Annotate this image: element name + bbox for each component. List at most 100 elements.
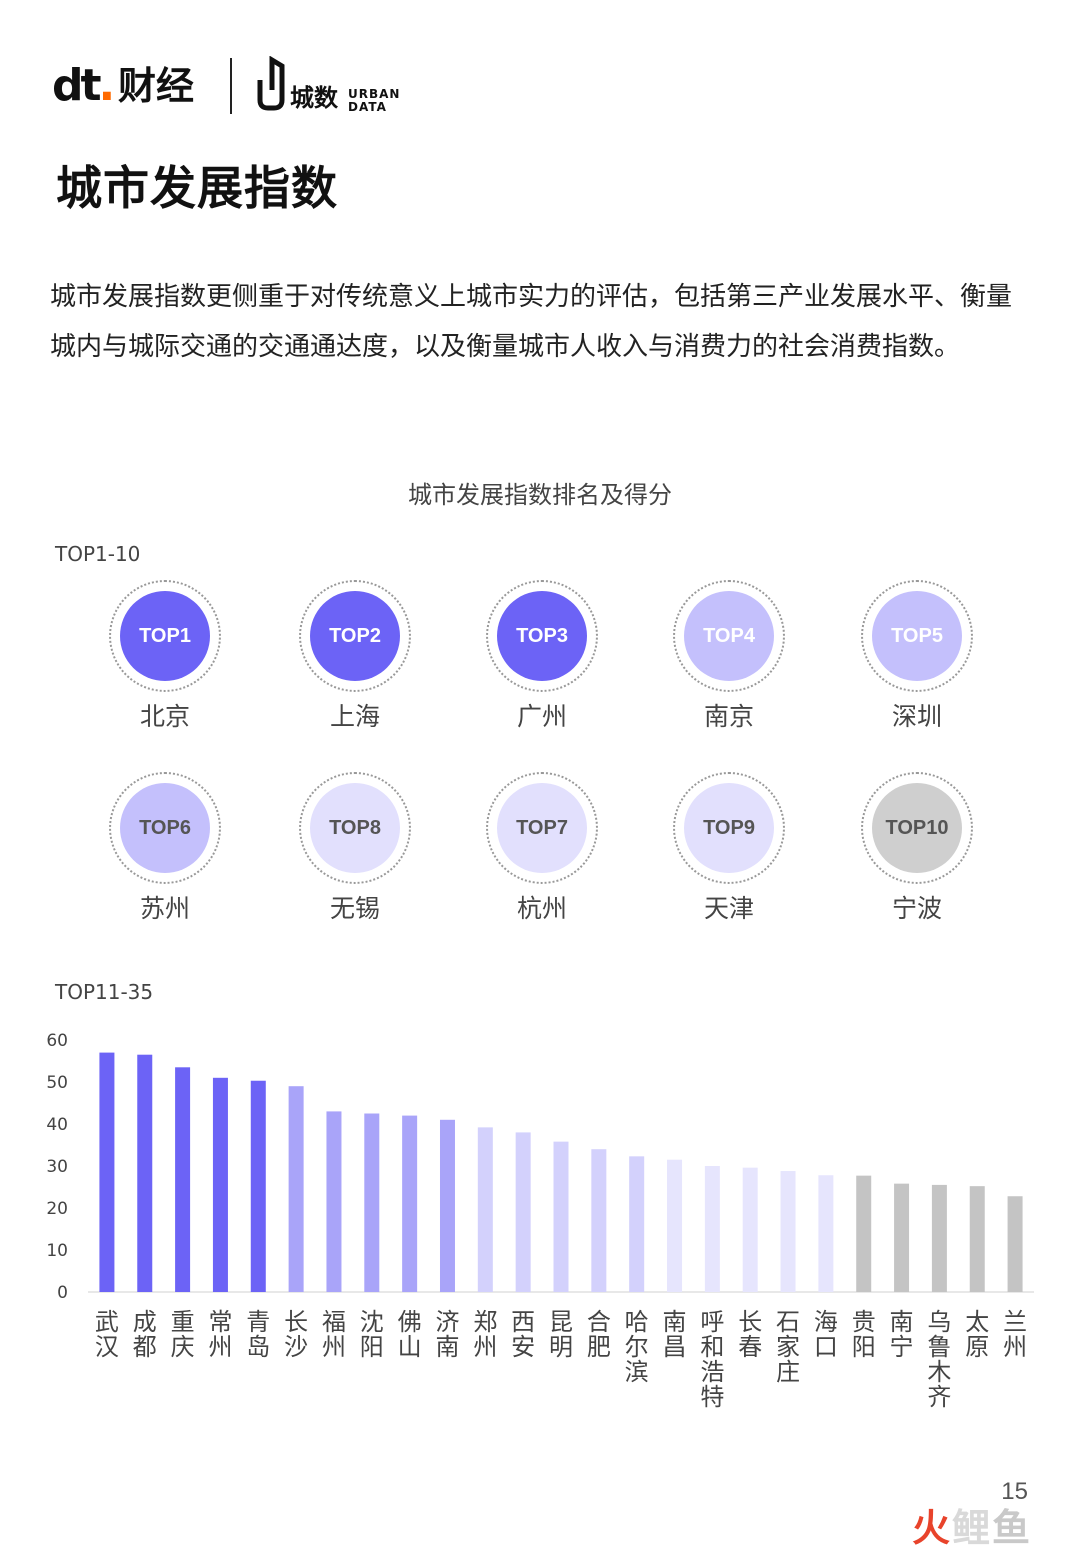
top-rank-item: TOP4 南京 — [669, 580, 789, 734]
header-logos: dt. 财经 城数 URBAN DATA — [52, 52, 412, 116]
x-category-label: 武汉 — [95, 1308, 119, 1361]
top-rank-item: TOP8 无锡 — [295, 772, 415, 926]
rank-city-name: 天津 — [703, 894, 754, 923]
partner-name: 城数 — [290, 84, 338, 112]
urban-data-logo-icon — [257, 56, 285, 111]
top-rank-item: TOP2 上海 — [295, 580, 415, 734]
y-tick-label: 30 — [46, 1157, 68, 1177]
x-category-label: 佛山 — [398, 1308, 422, 1361]
bar — [515, 1132, 531, 1292]
x-category-label: 合肥 — [587, 1308, 611, 1361]
rank-badge-ring: TOP1 — [109, 580, 221, 692]
dt-logo-dot: . — [98, 60, 116, 111]
partner-en-2: DATA — [348, 100, 387, 114]
top-rank-item: TOP1 北京 — [105, 580, 225, 734]
y-tick-label: 0 — [57, 1283, 68, 1303]
bar — [212, 1077, 228, 1292]
x-category-label: 太原 — [965, 1308, 989, 1361]
x-category-label: 兰州 — [1003, 1308, 1027, 1361]
page-title: 城市发展指数 — [56, 161, 338, 215]
rank-badge: TOP5 — [872, 591, 962, 681]
rank-city-name: 广州 — [516, 702, 567, 731]
bar — [477, 1127, 493, 1292]
x-category-label: 哈尔滨 — [625, 1308, 649, 1386]
intro-paragraph: 城市发展指数更侧重于对传统意义上城市实力的评估，包括第三产业发展水平、衡量城内与… — [50, 282, 1013, 362]
rank-badge-ring: TOP2 — [299, 580, 411, 692]
rank-badge: TOP4 — [684, 591, 774, 681]
x-category-label: 石家庄 — [776, 1308, 800, 1386]
rank-badge: TOP10 — [872, 783, 962, 873]
y-tick-label: 20 — [46, 1199, 68, 1219]
x-category-label: 长春 — [738, 1308, 762, 1361]
dt-logo: dt. — [52, 64, 115, 108]
top-rank-item: TOP7 杭州 — [482, 772, 602, 926]
rank-badge: TOP6 — [120, 783, 210, 873]
bar — [250, 1080, 266, 1292]
rank-badge-ring: TOP10 — [861, 772, 973, 884]
x-category-label: 郑州 — [473, 1308, 497, 1361]
x-category-label: 常州 — [208, 1308, 232, 1361]
dt-logo-text: dt — [52, 60, 102, 111]
bar — [439, 1119, 455, 1292]
bar — [667, 1159, 683, 1292]
top10-section-label: TOP1-10 — [55, 542, 141, 566]
bar — [175, 1067, 191, 1292]
rank-badge-ring: TOP6 — [109, 772, 221, 884]
bar — [1007, 1196, 1023, 1292]
x-category-label: 贵阳 — [852, 1308, 876, 1361]
bar — [326, 1111, 342, 1292]
rank-badge-ring: TOP8 — [299, 772, 411, 884]
x-category-label: 沈阳 — [360, 1308, 384, 1361]
bar — [818, 1175, 834, 1292]
x-category-label: 南宁 — [890, 1308, 914, 1361]
x-category-label: 昆明 — [549, 1308, 573, 1361]
bar — [402, 1115, 418, 1292]
bar — [969, 1186, 985, 1292]
rank-city-name: 苏州 — [139, 894, 190, 923]
x-category-label: 济南 — [435, 1308, 459, 1361]
rank-badge-ring: TOP7 — [486, 772, 598, 884]
x-category-label: 重庆 — [171, 1308, 195, 1361]
rank-badge: TOP3 — [497, 591, 587, 681]
bar — [591, 1149, 607, 1292]
watermark-part-2: 鲤 — [952, 1506, 993, 1550]
rank-city-name: 宁波 — [891, 894, 942, 923]
x-category-label: 长沙 — [284, 1308, 308, 1361]
rank-badge-ring: TOP9 — [673, 772, 785, 884]
bar — [856, 1175, 872, 1292]
bar — [742, 1167, 758, 1292]
rank-badge-ring: TOP3 — [486, 580, 598, 692]
rank-badge: TOP1 — [120, 591, 210, 681]
bar — [137, 1054, 153, 1292]
rank-badge: TOP7 — [497, 783, 587, 873]
rank-city-name: 上海 — [329, 702, 380, 731]
bar — [553, 1141, 569, 1292]
bar — [894, 1183, 910, 1292]
rank-badge-ring: TOP5 — [861, 580, 973, 692]
bar — [629, 1156, 645, 1292]
x-category-label: 海口 — [814, 1308, 838, 1361]
rank-city-name: 南京 — [703, 702, 754, 731]
y-tick-label: 50 — [46, 1073, 68, 1093]
partner-en: URBAN DATA — [348, 88, 400, 114]
logo-divider — [230, 58, 232, 114]
watermark-part-1: 火 — [912, 1506, 953, 1550]
x-category-label: 福州 — [322, 1308, 346, 1361]
rank-city-name: 无锡 — [329, 894, 380, 923]
bar — [364, 1113, 380, 1292]
rank-badge: TOP2 — [310, 591, 400, 681]
rank-city-name: 杭州 — [516, 894, 567, 923]
x-category-label: 成都 — [133, 1308, 157, 1361]
top-rank-item: TOP5 深圳 — [857, 580, 977, 734]
bar — [288, 1086, 304, 1292]
rank-badge: TOP9 — [684, 783, 774, 873]
bar — [780, 1171, 796, 1292]
top-rank-item: TOP9 天津 — [669, 772, 789, 926]
rank-city-name: 深圳 — [891, 702, 942, 731]
x-category-label: 西安 — [511, 1308, 535, 1361]
x-category-label: 呼和浩特 — [700, 1308, 724, 1411]
bar — [931, 1184, 947, 1292]
x-category-label: 青岛 — [246, 1308, 270, 1361]
rank-badge-ring: TOP4 — [673, 580, 785, 692]
y-tick-label: 10 — [46, 1241, 68, 1261]
